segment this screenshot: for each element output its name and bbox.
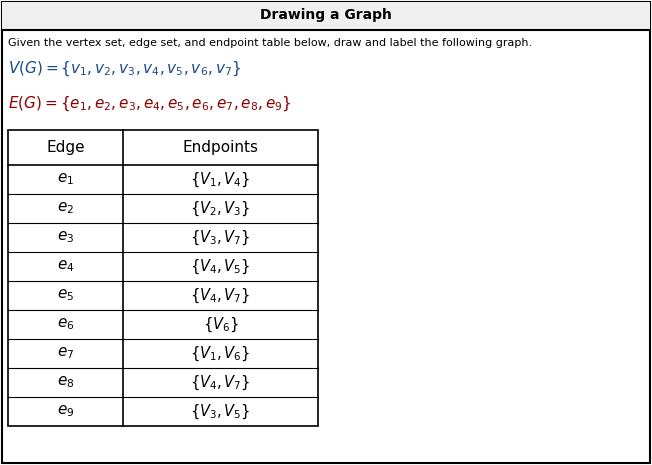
Text: $\{V_1, V_6\}$: $\{V_1, V_6\}$ [190, 344, 250, 363]
Text: $\{V_6\}$: $\{V_6\}$ [203, 315, 239, 334]
Text: $e_2$: $e_2$ [57, 201, 74, 216]
Text: $e_1$: $e_1$ [57, 172, 74, 187]
Text: $e_9$: $e_9$ [57, 404, 74, 419]
Bar [2, 2, 650, 31]
Text: $\{V_3, V_7\}$: $\{V_3, V_7\}$ [190, 228, 250, 247]
Text: $e_5$: $e_5$ [57, 288, 74, 303]
Text: $e_4$: $e_4$ [57, 259, 74, 274]
Text: Endpoints: Endpoints [183, 140, 258, 155]
Text: $\{V_3, V_5\}$: $\{V_3, V_5\}$ [190, 402, 250, 421]
Text: $e_7$: $e_7$ [57, 345, 74, 361]
Text: Drawing a Graph: Drawing a Graph [260, 8, 392, 22]
Text: Given the vertex set, edge set, and endpoint table below, draw and label the fol: Given the vertex set, edge set, and endp… [8, 38, 532, 48]
Text: $V(G) = \{v_1, v_2, v_3, v_4, v_5, v_6, v_7\}$: $V(G) = \{v_1, v_2, v_3, v_4, v_5, v_6, … [8, 60, 241, 79]
Text: $e_6$: $e_6$ [57, 317, 74, 332]
Text: $\{V_4, V_7\}$: $\{V_4, V_7\}$ [190, 286, 250, 305]
Text: $e_3$: $e_3$ [57, 230, 74, 246]
Text: $e_8$: $e_8$ [57, 375, 74, 390]
Text: Edge: Edge [46, 140, 85, 155]
Bar [8, 130, 318, 426]
Text: $\{V_4, V_5\}$: $\{V_4, V_5\}$ [190, 257, 250, 276]
Text: $E(G) = \{e_1, e_2, e_3, e_4, e_5, e_6, e_7, e_8, e_9\}$: $E(G) = \{e_1, e_2, e_3, e_4, e_5, e_6, … [8, 95, 291, 113]
Text: $\{V_4, V_7\}$: $\{V_4, V_7\}$ [190, 373, 250, 392]
Text: $\{V_2, V_3\}$: $\{V_2, V_3\}$ [190, 199, 250, 218]
Text: $\{V_1, V_4\}$: $\{V_1, V_4\}$ [190, 170, 250, 189]
